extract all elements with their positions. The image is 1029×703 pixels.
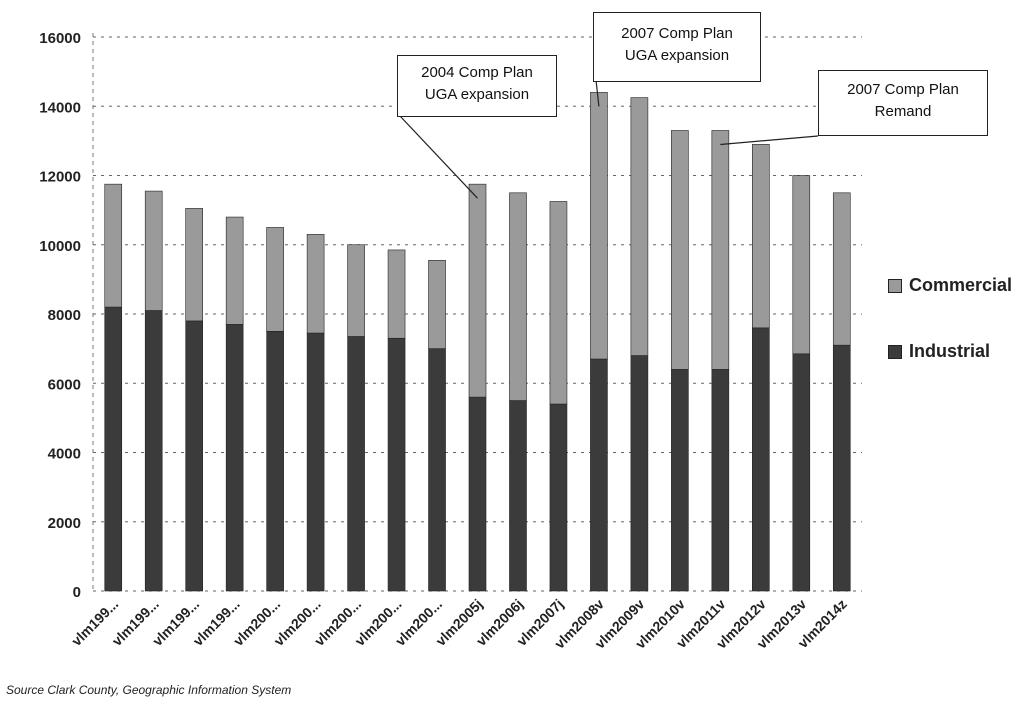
y-tick-label: 14000 bbox=[39, 99, 81, 116]
bar-industrial-2 bbox=[185, 320, 203, 592]
bar-commercial-9 bbox=[468, 183, 487, 398]
bar-commercial-16 bbox=[752, 144, 770, 329]
y-tick-label: 10000 bbox=[39, 238, 81, 255]
legend-swatch-industrial bbox=[888, 344, 902, 359]
bar-industrial-17 bbox=[792, 353, 811, 592]
legend-label-industrial: Industrial bbox=[909, 341, 991, 361]
annotation-line: 2007 Comp Plan bbox=[621, 25, 733, 42]
bar-industrial-11 bbox=[549, 403, 568, 592]
annotation-leader-line bbox=[595, 79, 600, 107]
annotation-2007-remand: 2007 Comp Plan Remand bbox=[818, 70, 988, 136]
bar-commercial-18 bbox=[832, 192, 851, 346]
bar-industrial-15 bbox=[711, 369, 730, 592]
annotation-line: UGA expansion bbox=[624, 47, 730, 64]
bar-commercial-3 bbox=[225, 216, 244, 325]
annotation-leader-line bbox=[720, 135, 819, 146]
legend-industrial: Industrial bbox=[888, 341, 990, 362]
bar-commercial-17 bbox=[792, 175, 811, 355]
bar-industrial-9 bbox=[468, 396, 487, 592]
bar-industrial-18 bbox=[832, 344, 851, 592]
bar-industrial-8 bbox=[428, 348, 446, 592]
bar-commercial-13 bbox=[630, 97, 649, 356]
bar-industrial-4 bbox=[266, 331, 284, 592]
y-tick-label: 16000 bbox=[39, 30, 81, 47]
bar-industrial-14 bbox=[671, 369, 689, 592]
bar-commercial-14 bbox=[671, 130, 689, 370]
annotation-line: 2004 Comp Plan bbox=[421, 64, 533, 81]
annotation-line: UGA expansion bbox=[424, 86, 530, 103]
bar-industrial-3 bbox=[225, 324, 244, 592]
bar-commercial-2 bbox=[185, 208, 203, 322]
bar-industrial-7 bbox=[387, 337, 406, 592]
bar-industrial-6 bbox=[347, 336, 365, 592]
bar-industrial-12 bbox=[590, 358, 608, 592]
y-tick-label: 0 bbox=[73, 584, 81, 601]
bar-commercial-8 bbox=[428, 260, 446, 349]
bar-commercial-10 bbox=[509, 192, 527, 401]
bar-commercial-15 bbox=[711, 130, 730, 370]
annotation-line: 2007 Comp Plan bbox=[847, 81, 959, 98]
legend-swatch-commercial bbox=[888, 278, 902, 293]
bar-industrial-13 bbox=[630, 355, 649, 592]
y-tick-label: 6000 bbox=[48, 376, 81, 393]
bar-industrial-1 bbox=[144, 310, 163, 592]
annotation-leader-line bbox=[399, 115, 478, 199]
y-tick-label: 2000 bbox=[48, 515, 81, 532]
y-tick-label: 8000 bbox=[48, 307, 81, 324]
bar-industrial-10 bbox=[509, 400, 527, 592]
y-tick-label: 12000 bbox=[39, 169, 81, 186]
bar-commercial-0 bbox=[104, 183, 123, 308]
bar-industrial-16 bbox=[752, 327, 770, 592]
legend-commercial: Commercial bbox=[888, 275, 1012, 296]
y-tick-label: 4000 bbox=[48, 446, 81, 463]
bar-commercial-6 bbox=[347, 244, 365, 337]
annotation-2007-comp-plan: 2007 Comp Plan UGA expansion bbox=[593, 12, 761, 82]
legend-label-commercial: Commercial bbox=[909, 275, 1013, 295]
bar-commercial-7 bbox=[387, 249, 406, 339]
bar-industrial-5 bbox=[306, 332, 325, 592]
bar-commercial-1 bbox=[144, 190, 163, 311]
bar-industrial-0 bbox=[104, 306, 123, 592]
bar-commercial-5 bbox=[306, 234, 325, 334]
bar-commercial-12 bbox=[590, 92, 608, 360]
annotation-line: Remand bbox=[874, 103, 932, 120]
bar-commercial-11 bbox=[549, 201, 568, 405]
annotation-2004-comp-plan: 2004 Comp Plan UGA expansion bbox=[397, 55, 557, 117]
bar-commercial-4 bbox=[266, 227, 284, 332]
source-note: Source Clark County, Geographic Informat… bbox=[6, 683, 292, 697]
